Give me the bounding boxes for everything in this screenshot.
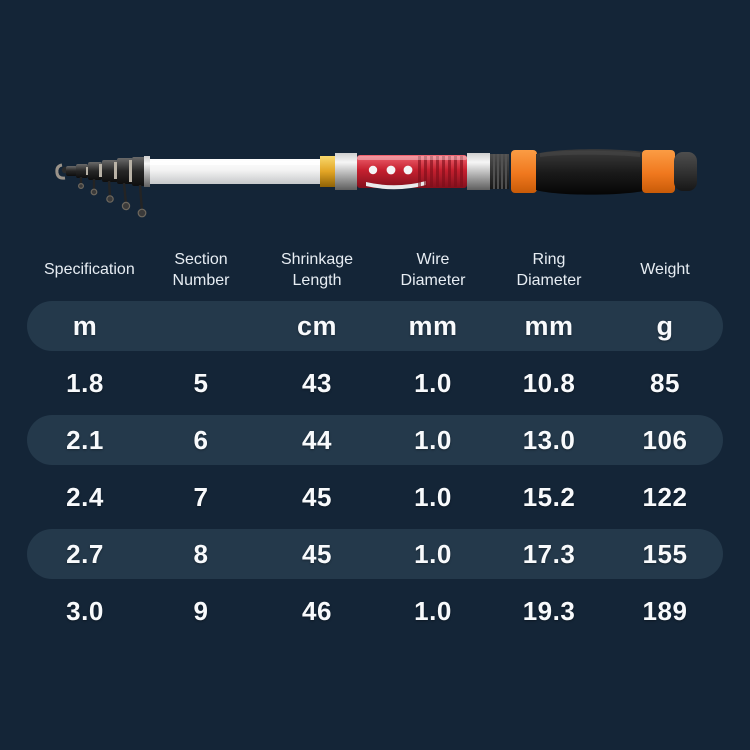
- table-cell: 189: [642, 595, 688, 626]
- rod-foam-grip: [536, 149, 644, 195]
- table-cell: 3.0: [66, 595, 104, 626]
- table-header-row: Specification Section Number Shrinkage L…: [27, 241, 723, 299]
- table-cell: 1.0: [414, 595, 452, 626]
- column-header-wire-diameter: Wire Diameter: [400, 250, 466, 289]
- spec-table: Specification Section Number Shrinkage L…: [27, 241, 723, 643]
- unit-row: m cm mm mm g: [27, 301, 723, 351]
- rod-red-section: [357, 155, 467, 190]
- table-cell: 45: [302, 538, 332, 569]
- table-cell: 43: [302, 367, 332, 398]
- table-cell: 85: [650, 367, 680, 398]
- unit-cell: mm: [524, 310, 574, 341]
- table-row: 2.4 7 45 1.0 15.2 122: [27, 472, 723, 522]
- table-cell: 19.3: [522, 595, 576, 626]
- table-cell: 1.8: [66, 367, 104, 398]
- rod-orange-band-front: [511, 150, 537, 193]
- table-cell: 9: [193, 595, 209, 626]
- table-cell: 15.2: [522, 481, 576, 512]
- table-cell: 13.0: [522, 424, 576, 455]
- table-cell: 122: [642, 481, 688, 512]
- rod-line-guides: [79, 177, 144, 212]
- table-cell: 17.3: [522, 538, 576, 569]
- table-cell: 46: [302, 595, 332, 626]
- unit-cell: g: [656, 310, 674, 341]
- table-cell: 1.0: [414, 481, 452, 512]
- column-header-section-number: Section Number: [172, 250, 230, 289]
- table-cell: 10.8: [522, 367, 576, 398]
- table-cell: 1.0: [414, 538, 452, 569]
- rod-orange-band-rear: [642, 150, 675, 193]
- table-cell: 155: [642, 538, 688, 569]
- table-row: 3.0 9 46 1.0 19.3 189: [27, 586, 723, 636]
- table-cell: 8: [193, 538, 209, 569]
- table-cell: 2.7: [66, 538, 104, 569]
- column-header-specification: Specification: [44, 261, 135, 279]
- table-cell: 6: [193, 424, 209, 455]
- table-cell: 7: [193, 481, 209, 512]
- table-cell: 44: [302, 424, 332, 455]
- table-cell: 1.0: [414, 424, 452, 455]
- table-row: 2.1 6 44 1.0 13.0 106: [27, 415, 723, 465]
- table-cell: 2.1: [66, 424, 104, 455]
- rod-gold-ring: [320, 156, 335, 187]
- table-row: 2.7 8 45 1.0 17.3 155: [27, 529, 723, 579]
- unit-cell: m: [72, 310, 98, 341]
- unit-cell: cm: [296, 310, 338, 341]
- column-header-shrinkage-length: Shrinkage Length: [280, 250, 354, 289]
- fishing-rod-graphic: [55, 149, 697, 218]
- table-cell: 1.0: [414, 367, 452, 398]
- table-cell: 45: [302, 481, 332, 512]
- table-row: 1.8 5 43 1.0 10.8 85: [27, 358, 723, 408]
- column-header-ring-diameter: Ring Diameter: [516, 250, 582, 289]
- rod-butt-cap: [674, 152, 697, 191]
- rod-lock-nut: [490, 154, 509, 189]
- table-cell: 5: [193, 367, 209, 398]
- table-cell: 2.4: [66, 481, 104, 512]
- fishing-rod-image: [50, 123, 710, 228]
- table-cell: 106: [642, 424, 688, 455]
- unit-cell: mm: [408, 310, 458, 341]
- rod-tip-eye: [55, 163, 66, 180]
- column-header-weight: Weight: [640, 261, 690, 279]
